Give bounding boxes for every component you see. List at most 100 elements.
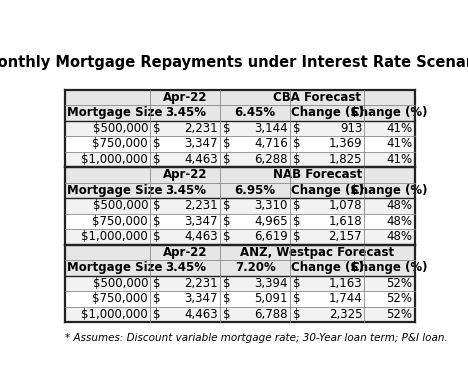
Text: $500,000: $500,000: [93, 277, 148, 290]
Text: ANZ, Westpac Forecast: ANZ, Westpac Forecast: [241, 246, 395, 259]
Text: Monthly Mortgage Repayments under Interest Rate Scenarios: Monthly Mortgage Repayments under Intere…: [0, 55, 468, 70]
Text: Change (%): Change (%): [351, 184, 428, 197]
Text: 41%: 41%: [387, 137, 412, 151]
Text: Apr-22: Apr-22: [163, 91, 207, 104]
Text: $: $: [293, 277, 300, 290]
Text: 3.45%: 3.45%: [165, 261, 206, 274]
Text: Mortgage Size: Mortgage Size: [67, 261, 162, 274]
Text: 1,744: 1,744: [329, 292, 362, 305]
Text: $: $: [293, 292, 300, 305]
Bar: [65, 90, 415, 105]
Text: $: $: [293, 308, 300, 321]
Text: NAB Forecast: NAB Forecast: [273, 168, 362, 182]
Text: $: $: [153, 277, 161, 290]
Bar: [65, 167, 415, 183]
Text: 2,157: 2,157: [329, 230, 362, 243]
Text: $1,000,000: $1,000,000: [81, 308, 148, 321]
Text: $: $: [153, 137, 161, 151]
Text: Apr-22: Apr-22: [163, 246, 207, 259]
Text: 6.95%: 6.95%: [234, 184, 276, 197]
Text: 1,825: 1,825: [329, 153, 362, 166]
Text: 41%: 41%: [387, 122, 412, 135]
Text: 4,716: 4,716: [254, 137, 288, 151]
Text: 52%: 52%: [387, 308, 412, 321]
Text: 2,231: 2,231: [184, 199, 218, 212]
Text: 52%: 52%: [387, 277, 412, 290]
Text: 48%: 48%: [387, 230, 412, 243]
Text: $750,000: $750,000: [93, 215, 148, 228]
Text: $: $: [223, 215, 231, 228]
Bar: [65, 245, 415, 260]
Text: Mortgage Size: Mortgage Size: [67, 106, 162, 120]
Text: $750,000: $750,000: [93, 292, 148, 305]
Bar: [65, 214, 415, 229]
Text: CBA Forecast: CBA Forecast: [273, 91, 361, 104]
Text: $: $: [223, 308, 231, 321]
Text: $: $: [223, 277, 231, 290]
Text: $750,000: $750,000: [93, 137, 148, 151]
Text: 2,325: 2,325: [329, 308, 362, 321]
Text: $: $: [223, 153, 231, 166]
Text: 41%: 41%: [387, 153, 412, 166]
Text: Change (%): Change (%): [351, 106, 428, 120]
Bar: [65, 276, 415, 291]
Text: $: $: [223, 122, 231, 135]
Text: 3,144: 3,144: [254, 122, 288, 135]
Text: 913: 913: [340, 122, 362, 135]
Bar: [65, 229, 415, 245]
Text: 7.20%: 7.20%: [235, 261, 276, 274]
Text: 3.45%: 3.45%: [165, 184, 206, 197]
Text: $: $: [293, 137, 300, 151]
Text: $: $: [153, 230, 161, 243]
Text: 3,347: 3,347: [184, 215, 218, 228]
Text: 1,078: 1,078: [329, 199, 362, 212]
Text: $: $: [293, 122, 300, 135]
Text: $500,000: $500,000: [93, 122, 148, 135]
Text: $: $: [293, 230, 300, 243]
Text: Change ($): Change ($): [291, 261, 364, 274]
Text: 4,463: 4,463: [184, 308, 218, 321]
Bar: [65, 136, 415, 152]
Text: 6,788: 6,788: [255, 308, 288, 321]
Text: $: $: [293, 215, 300, 228]
Bar: [65, 291, 415, 307]
Text: 48%: 48%: [387, 215, 412, 228]
Text: 4,965: 4,965: [254, 215, 288, 228]
Text: $500,000: $500,000: [93, 199, 148, 212]
Text: 1,618: 1,618: [329, 215, 362, 228]
Text: 2,231: 2,231: [184, 277, 218, 290]
Text: 3,394: 3,394: [255, 277, 288, 290]
Text: $: $: [223, 292, 231, 305]
Bar: [65, 198, 415, 214]
Text: Change ($): Change ($): [291, 184, 364, 197]
Text: $: $: [293, 153, 300, 166]
Text: $: $: [223, 230, 231, 243]
Text: Apr-22: Apr-22: [163, 168, 207, 182]
Text: 6,619: 6,619: [254, 230, 288, 243]
Text: 3.45%: 3.45%: [165, 106, 206, 120]
Text: 4,463: 4,463: [184, 153, 218, 166]
Text: 3,310: 3,310: [255, 199, 288, 212]
Text: Mortgage Size: Mortgage Size: [67, 184, 162, 197]
Text: $: $: [153, 292, 161, 305]
Text: 2,231: 2,231: [184, 122, 218, 135]
Text: Change (%): Change (%): [351, 261, 428, 274]
Text: Change ($): Change ($): [291, 106, 364, 120]
Text: 6.45%: 6.45%: [234, 106, 276, 120]
Text: $: $: [153, 308, 161, 321]
Text: $: $: [223, 137, 231, 151]
Text: $: $: [153, 215, 161, 228]
Text: 3,347: 3,347: [184, 137, 218, 151]
Text: $1,000,000: $1,000,000: [81, 153, 148, 166]
Text: $: $: [293, 199, 300, 212]
Text: 5,091: 5,091: [255, 292, 288, 305]
Bar: [65, 307, 415, 322]
Bar: [65, 121, 415, 136]
Text: 6,288: 6,288: [255, 153, 288, 166]
Text: 3,347: 3,347: [184, 292, 218, 305]
Text: 1,163: 1,163: [329, 277, 362, 290]
Text: 4,463: 4,463: [184, 230, 218, 243]
Text: $: $: [153, 199, 161, 212]
Text: 52%: 52%: [387, 292, 412, 305]
Text: $: $: [223, 199, 231, 212]
